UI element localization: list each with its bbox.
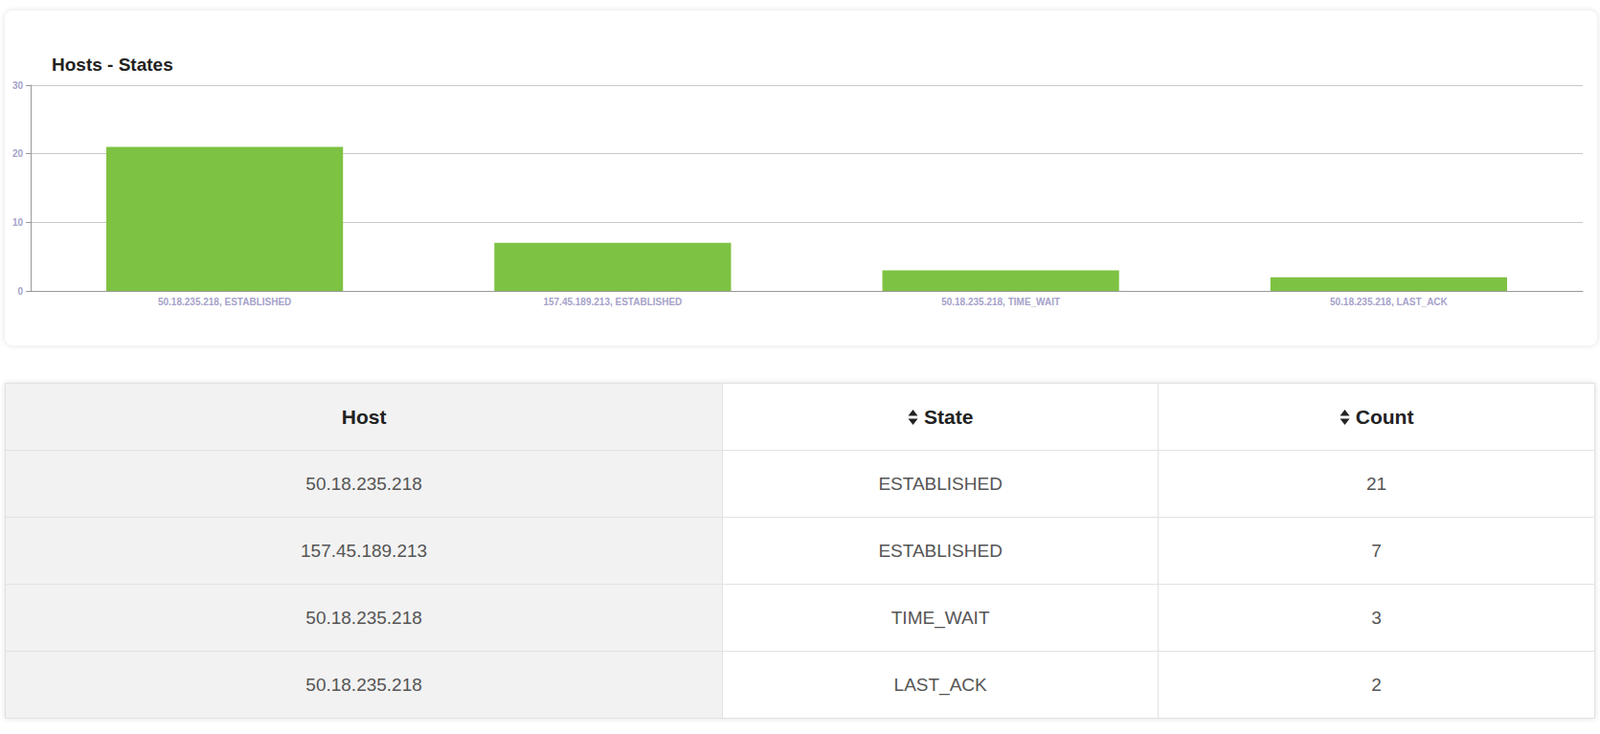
svg-text:0: 0 <box>17 286 23 297</box>
html-text:ESTABLISHED: ESTABLISHED <box>878 473 1003 494</box>
svg-text:20: 20 <box>12 148 24 159</box>
html-text:TIME_WAIT: TIME_WAIT <box>891 607 990 628</box>
html-text:50.18.235.218: 50.18.235.218 <box>305 607 423 628</box>
html-text:LAST_ACK: LAST_ACK <box>893 674 987 695</box>
svg-text:10: 10 <box>12 217 24 228</box>
html-text:State: State <box>923 406 974 429</box>
html-text:Host: Host <box>341 406 387 429</box>
svg-text:157.45.189.213, ESTABLISHED: 157.45.189.213, ESTABLISHED <box>542 296 682 308</box>
html-text:ESTABLISHED: ESTABLISHED <box>878 540 1003 561</box>
svg-text:30: 30 <box>12 80 24 91</box>
svg-text:50.18.235.218, ESTABLISHED: 50.18.235.218, ESTABLISHED <box>157 296 292 308</box>
html-text:50.18.235.218: 50.18.235.218 <box>305 674 423 695</box>
html-text:50.18.235.218: 50.18.235.218 <box>305 473 423 494</box>
html-text:7: 7 <box>1371 540 1382 561</box>
svg-text:Hosts - States: Hosts - States <box>51 54 174 75</box>
svg-text:50.18.235.218, LAST_ACK: 50.18.235.218, LAST_ACK <box>1329 296 1449 308</box>
html-text:157.45.189.213: 157.45.189.213 <box>300 540 428 561</box>
svg-text:50.18.235.218, TIME_WAIT: 50.18.235.218, TIME_WAIT <box>941 296 1060 308</box>
html-text:2: 2 <box>1371 674 1382 695</box>
html-text:Count: Count <box>1355 406 1414 429</box>
html-text:3: 3 <box>1371 607 1382 628</box>
html-text:21: 21 <box>1366 473 1387 494</box>
